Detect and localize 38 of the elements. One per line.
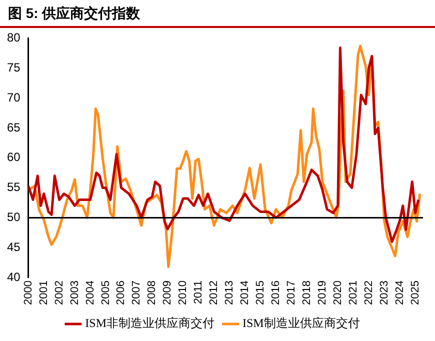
y-tick-label: 55	[6, 180, 21, 194]
x-tick-label: 2015	[254, 280, 267, 306]
y-tick-label: 40	[6, 270, 21, 284]
y-tick-label: 75	[6, 60, 21, 74]
y-tick-label: 50	[6, 210, 21, 224]
x-tick-label: 2005	[100, 280, 112, 306]
x-tick-label: 2007	[130, 280, 143, 306]
y-tick-label: 80	[6, 30, 21, 45]
x-tick-label: 2010	[177, 280, 190, 306]
chart-title: 图 5: 供应商交付指数	[0, 0, 435, 28]
x-tick-label: 2017	[285, 280, 298, 306]
x-tick-label: 2021	[347, 280, 360, 306]
x-tick-label: 2022	[362, 280, 375, 306]
x-tick-label: 2004	[84, 280, 96, 306]
x-tick-label: 2024	[394, 280, 406, 306]
x-tick-label: 2018	[300, 280, 313, 306]
x-tick-label: 2013	[224, 280, 236, 306]
x-tick-label: 2002	[53, 280, 66, 306]
y-tick-label: 60	[6, 150, 21, 164]
x-tick-label: 2011	[192, 280, 205, 304]
y-tick-label: 45	[6, 240, 21, 254]
legend-label: ISM非制造业供应商交付	[85, 316, 215, 330]
x-tick-label: 2020	[332, 280, 344, 306]
x-tick-label: 2012	[208, 280, 220, 306]
legend-label: ISM制造业供应商交付	[242, 316, 360, 330]
x-tick-label: 2009	[162, 280, 174, 306]
x-tick-label: 2006	[115, 280, 128, 306]
x-tick-label: 2001	[38, 280, 50, 306]
x-tick-label: 2014	[239, 280, 252, 306]
x-tick-label: 2008	[146, 280, 158, 306]
x-tick-label: 2000	[22, 280, 34, 306]
x-tick-label: 2003	[68, 280, 81, 306]
x-tick-label: 2025	[409, 280, 422, 306]
x-tick-label: 2016	[270, 280, 282, 306]
x-tick-label: 2019	[316, 280, 328, 306]
x-tick-label: 2023	[378, 280, 390, 306]
y-tick-label: 70	[6, 90, 21, 104]
y-tick-label: 65	[6, 120, 21, 134]
